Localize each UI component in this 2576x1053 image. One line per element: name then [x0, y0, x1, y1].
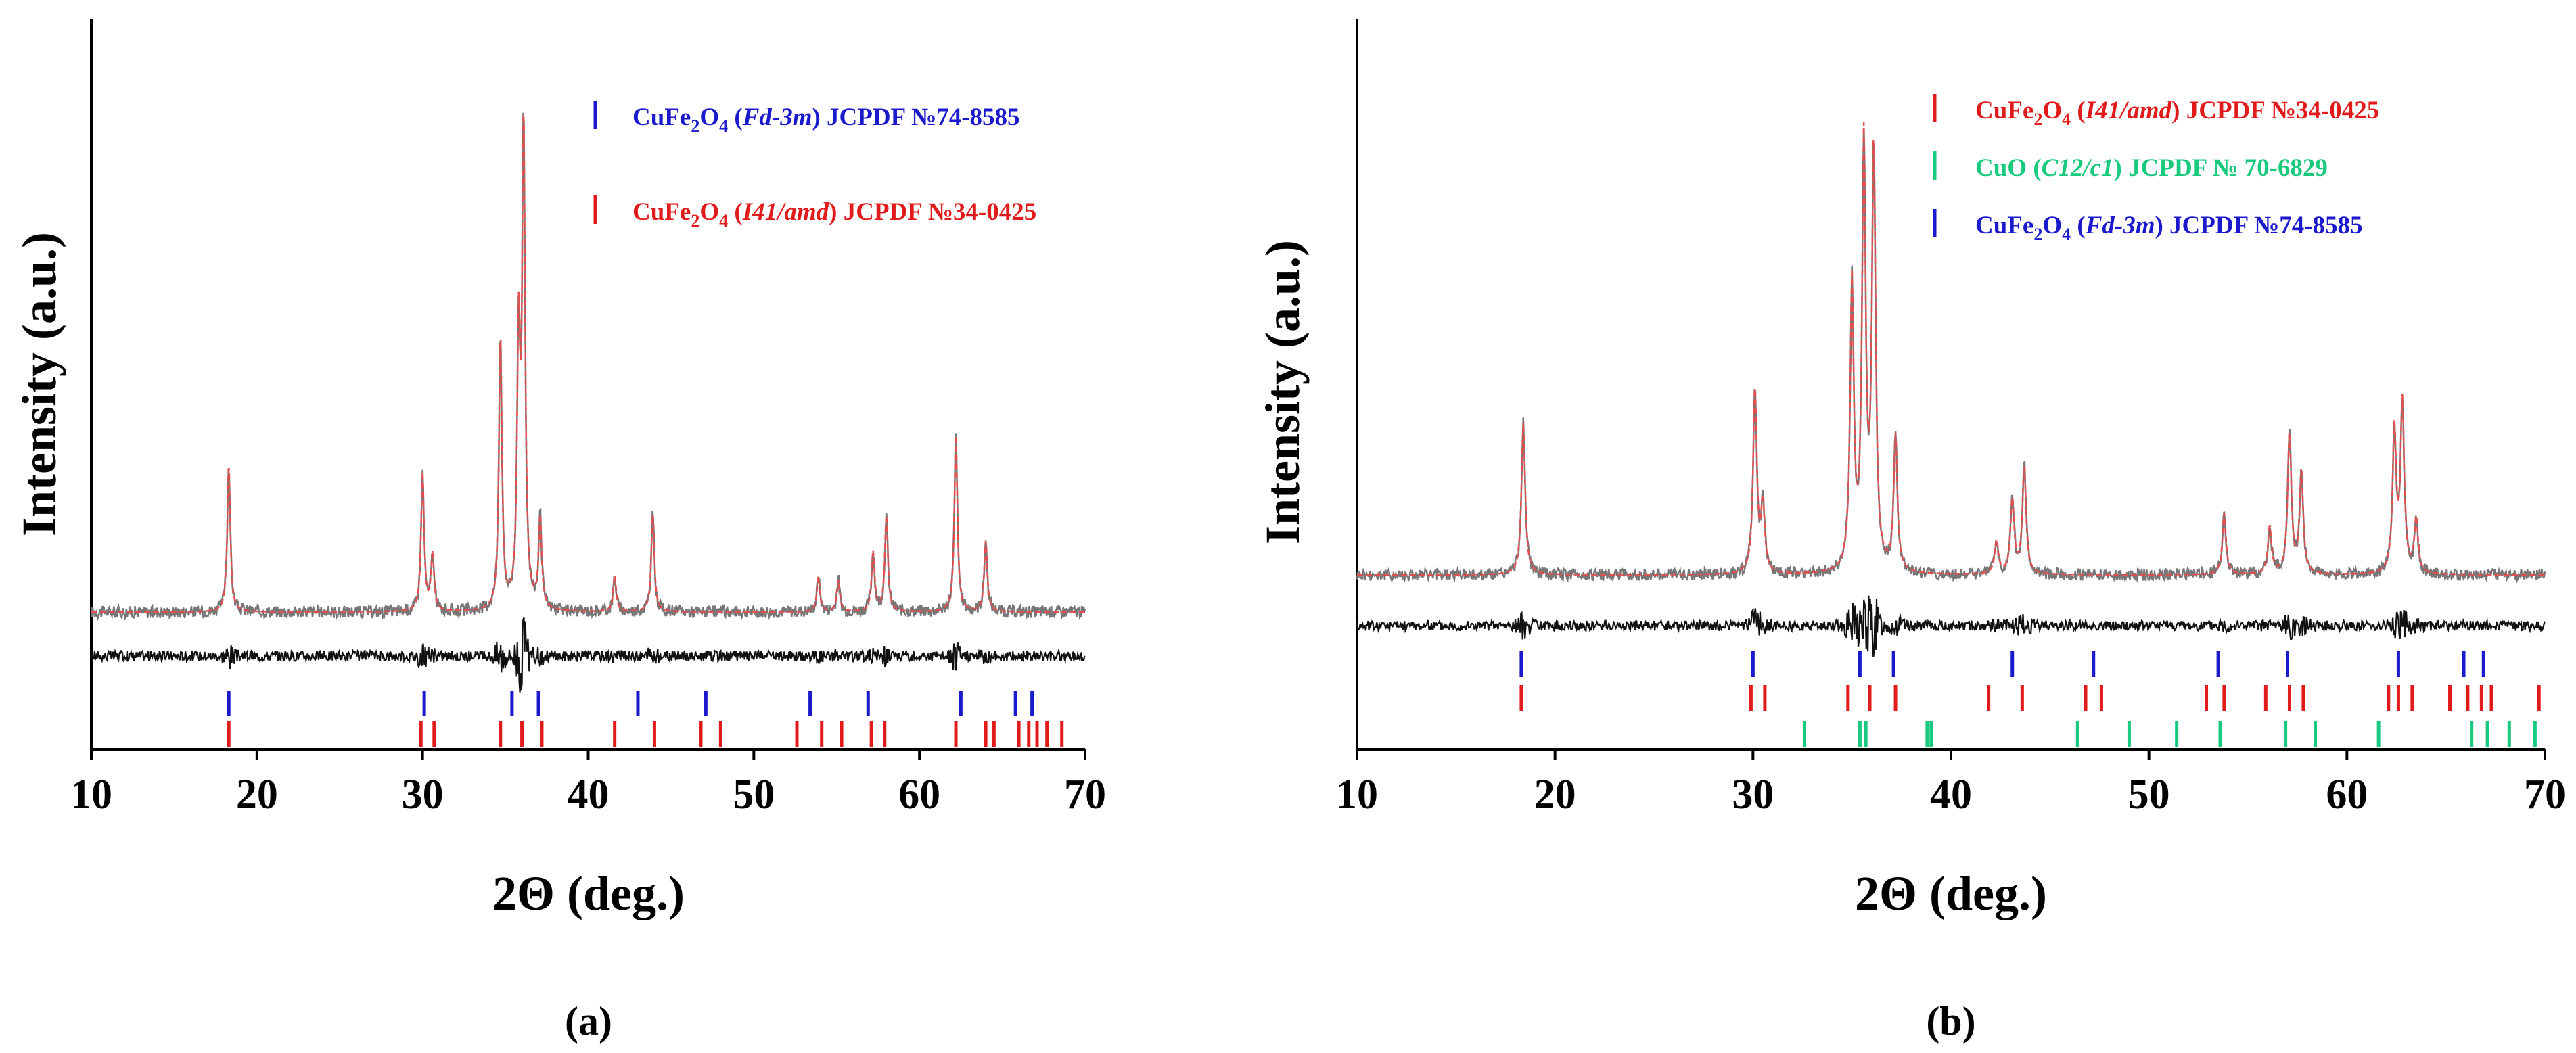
x-axis-title-b: 2Θ (deg.) [1855, 866, 2047, 920]
x-tick-label: 40 [568, 772, 610, 818]
series-observed [90, 112, 1086, 622]
x-tick-label: 70 [1064, 772, 1106, 818]
reference-ticks-b [1519, 651, 2541, 747]
legend-entry-part: I41/amd [742, 198, 829, 226]
legend-entry-part: 2 [691, 116, 699, 136]
axis-frame-b [1356, 19, 2545, 751]
legend-entry: CuFe2O4 (I41/amd) JCPDF №34-0425 [1975, 97, 2379, 129]
x-tick-label: 70 [2524, 772, 2566, 818]
legend-entry-part: O [699, 103, 719, 131]
legend-entry-part: Fd-3m [742, 103, 812, 131]
legend-entry-part: O [2042, 212, 2062, 239]
legend-entry-part: 2 [2033, 225, 2042, 244]
legend-entry-part: CuFe [1975, 97, 2033, 124]
x-tick-label: 10 [70, 772, 112, 818]
legend-entry-part: O [2042, 97, 2062, 124]
x-tick-label: 60 [898, 772, 940, 818]
legend-entry-part: ) JCPDF №34-0425 [829, 198, 1036, 226]
legend-entry-part: 2 [691, 211, 699, 231]
legend-entry-part: ( [2071, 97, 2086, 124]
legend-entry-part: CuFe [632, 198, 691, 226]
x-tick-label: 40 [1930, 772, 1972, 818]
legend-entry-part: ( [728, 103, 743, 131]
x-tick-label: 10 [1336, 772, 1378, 818]
panel-label-a: (a) [565, 999, 612, 1044]
chart-panel-b: 10 20 30 40 50 60 70 Intensity (a.u.) 2Θ (deg.… [1256, 19, 2566, 1044]
legend-entry: CuO (C12/c1) JCPDF № 70-6829 [1975, 154, 2328, 182]
legend-entry: CuFe2O4 (Fd-3m) JCPDF №74-8585 [632, 103, 1020, 136]
y-axis-title-b: Intensity (a.u.) [1256, 240, 1310, 544]
x-tick-label: 20 [236, 772, 278, 818]
series-group-b [1356, 122, 2546, 657]
x-axis-b: 10 20 30 40 50 60 70 [1336, 749, 2566, 818]
legend-entry-part: ) JCPDF №74-8585 [812, 103, 1019, 131]
legend-entry-part: 4 [719, 116, 728, 136]
reference-ticks-a [227, 691, 1064, 747]
x-tick-label: 30 [402, 772, 444, 818]
legend-entry-part: ( [2071, 212, 2086, 239]
series-calculated [1357, 122, 2545, 576]
legend-entry-part: ( [728, 198, 743, 226]
x-axis-a: 10 20 30 40 50 60 70 [70, 749, 1106, 818]
x-tick-label: 50 [2128, 772, 2170, 818]
legend-entry-part: CuFe [1975, 212, 2033, 239]
legend-entry-part: 2 [2033, 110, 2042, 129]
legend-entry-part: ( [2027, 154, 2042, 182]
x-tick-label: 60 [2326, 772, 2368, 818]
legend-entry-part: CuFe [632, 103, 691, 131]
chart-panel-a: 10 20 30 40 50 60 70 Intensity (a.u.) 2Θ (deg.… [12, 19, 1106, 1044]
y-axis-title-a: Intensity (a.u.) [12, 232, 66, 536]
legend-entry-part: Fd-3m [2085, 212, 2155, 239]
x-tick-label: 20 [1534, 772, 1576, 818]
legend-entry: CuFe2O4 (Fd-3m) JCPDF №74-8585 [1975, 212, 2363, 244]
legend-entry-part: 4 [2062, 110, 2071, 129]
x-axis-title-a: 2Θ (deg.) [492, 866, 685, 920]
series-calculated [91, 114, 1085, 613]
legend-entry-part: 4 [719, 211, 728, 231]
legend-entry-part: ) JCPDF № 70-6829 [2114, 154, 2328, 182]
series-difference [90, 617, 1086, 693]
legend-entry-part: 4 [2062, 225, 2071, 244]
x-tick-label: 50 [733, 772, 775, 818]
legend-entry-part: O [699, 198, 719, 226]
legend-entry-part: CuO [1975, 154, 2027, 182]
legend-entry-part: C12/c1 [2042, 154, 2114, 182]
legend-entry-part: ) JCPDF №74-8585 [2155, 212, 2362, 239]
x-tick-label: 30 [1732, 772, 1774, 818]
series-difference [1356, 595, 2546, 657]
series-observed [1356, 128, 2546, 584]
legend-entry-part: ) JCPDF №34-0425 [2171, 97, 2379, 124]
legend-entry-part: I41/amd [2085, 97, 2172, 124]
legend-entry: CuFe2O4 (I41/amd) JCPDF №34-0425 [632, 198, 1036, 231]
series-group-a [90, 112, 1086, 693]
panel-label-b: (b) [1926, 999, 1975, 1044]
